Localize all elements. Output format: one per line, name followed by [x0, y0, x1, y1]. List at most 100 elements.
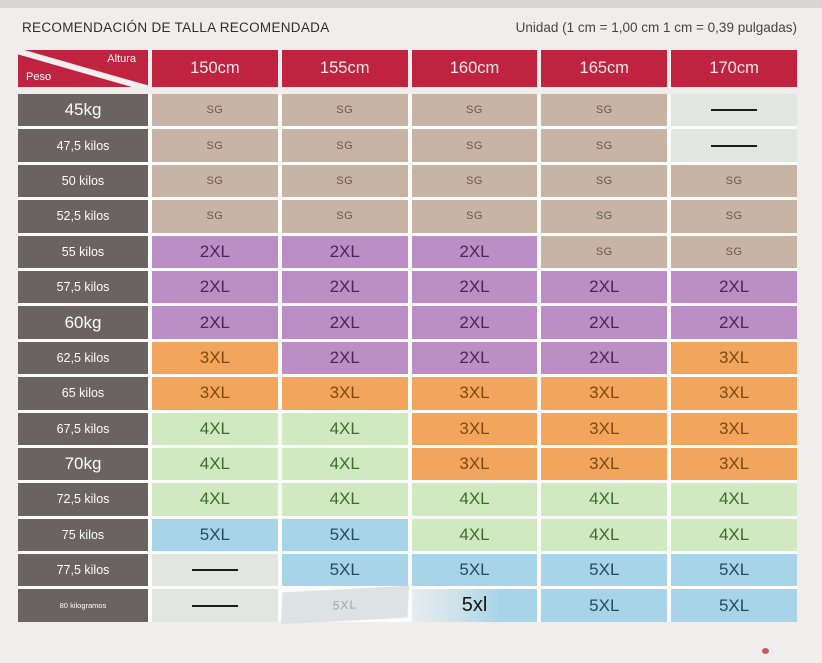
size-cell: 2XL — [541, 270, 668, 304]
row-header: 57,5 kilos — [18, 270, 148, 304]
size-cell: SG — [152, 164, 278, 198]
size-cell: 2XL — [152, 270, 278, 304]
size-cell: SG — [281, 94, 408, 127]
size-cell: 4XL — [411, 518, 538, 552]
size-cell: 4XL — [281, 483, 408, 516]
size-cell: 5XL — [411, 554, 538, 587]
size-cell: 5XL — [671, 554, 797, 587]
title-bar: RECOMENDACIÓN DE TALLA RECOMENDADA Unida… — [22, 20, 797, 35]
size-cell: 2XL — [281, 270, 408, 304]
size-cell: SG — [541, 200, 668, 233]
size-recommendation-table: Altura Peso 150cm 155cm 160cm 165cm 170cm 45… — [18, 50, 797, 626]
size-cell: 3XL — [671, 412, 797, 445]
size-cell: 4XL — [152, 483, 278, 516]
size-cell: 3XL — [411, 412, 538, 445]
page-title: RECOMENDACIÓN DE TALLA RECOMENDADA — [22, 20, 330, 35]
size-cell: SG — [152, 94, 278, 127]
empty-cell — [671, 129, 797, 162]
size-cell: 4XL — [152, 412, 278, 445]
size-cell: 2XL — [152, 306, 278, 339]
row-header: 47,5 kilos — [18, 129, 148, 162]
size-cell: 2XL — [152, 235, 278, 268]
size-cell: 5XL — [280, 586, 409, 626]
row-header: 50 kilos — [18, 164, 148, 198]
size-cell: SG — [541, 94, 668, 127]
size-cell: SG — [281, 164, 408, 198]
size-cell: 3XL — [541, 447, 668, 481]
row-header: 60kg — [18, 306, 148, 339]
size-cell: 5XL — [671, 589, 797, 622]
row-header: 65 kilos — [18, 377, 148, 410]
size-cell: 3XL — [541, 377, 668, 410]
size-cell: 3XL — [152, 341, 278, 375]
size-cell: SG — [411, 129, 538, 162]
size-cell: 3XL — [152, 377, 278, 410]
size-cell: SG — [671, 200, 797, 233]
size-cell: 5XL — [541, 554, 668, 587]
size-cell: 4XL — [281, 447, 408, 481]
corner-label-altura: Altura — [107, 53, 136, 65]
size-cell: 3XL — [411, 377, 538, 410]
size-cell: 4XL — [411, 483, 538, 516]
size-cell: 5xl — [411, 589, 538, 622]
dash-icon — [711, 109, 758, 112]
size-cell: SG — [281, 129, 408, 162]
empty-cell — [152, 589, 278, 622]
column-header-155cm: 155cm — [281, 50, 408, 87]
size-cell: SG — [152, 200, 278, 233]
size-cell: 2XL — [411, 235, 538, 268]
size-cell: SG — [411, 200, 538, 233]
size-cell: 2XL — [281, 235, 408, 268]
size-cell: 3XL — [541, 412, 668, 445]
size-cell: 3XL — [411, 447, 538, 481]
corner-cell: Altura Peso — [18, 50, 148, 87]
size-cell: 2XL — [281, 341, 408, 375]
size-cell: 3XL — [671, 341, 797, 375]
size-cell: 5XL — [152, 518, 278, 552]
size-cell: 2XL — [671, 306, 797, 339]
column-header-150cm: 150cm — [152, 50, 278, 87]
size-cell: SG — [541, 235, 668, 268]
size-cell: SG — [671, 235, 797, 268]
size-cell: 4XL — [152, 447, 278, 481]
row-header: 75 kilos — [18, 518, 148, 552]
size-cell: 5XL — [281, 554, 408, 587]
unit-note: Unidad (1 cm = 1,00 cm 1 cm = 0,39 pulga… — [515, 20, 797, 35]
row-header: 72,5 kilos — [18, 483, 148, 516]
size-cell: SG — [152, 129, 278, 162]
table-header-row: Altura Peso 150cm 155cm 160cm 165cm 170cm — [18, 50, 797, 87]
row-header: 67,5 kilos — [18, 412, 148, 445]
dash-icon — [191, 604, 238, 607]
top-strip — [0, 0, 822, 8]
size-cell: 4XL — [671, 518, 797, 552]
column-header-170cm: 170cm — [671, 50, 797, 87]
size-cell: SG — [281, 200, 408, 233]
size-cell: 2XL — [671, 270, 797, 304]
size-cell: SG — [411, 164, 538, 198]
size-cell: 2XL — [281, 306, 408, 339]
row-header: 77,5 kilos — [18, 554, 148, 587]
size-cell: SG — [671, 164, 797, 198]
column-header-160cm: 160cm — [411, 50, 538, 87]
size-cell: 4XL — [541, 518, 668, 552]
size-cell: 2XL — [411, 306, 538, 339]
empty-cell — [671, 94, 797, 127]
size-cell: SG — [541, 164, 668, 198]
size-cell: 3XL — [671, 447, 797, 481]
size-cell: 4XL — [541, 483, 668, 516]
row-header: 80 kilogramos — [18, 589, 148, 622]
row-header: 70kg — [18, 447, 148, 481]
size-cell: 2XL — [411, 341, 538, 375]
row-header: 45kg — [18, 94, 148, 127]
dash-icon — [711, 144, 758, 147]
dash-icon — [191, 569, 238, 572]
table-body: 45kg SG SG SG SG 47,5 kilos SG SG SG SG 50 kilos SG… — [18, 94, 797, 626]
size-cell: SG — [411, 94, 538, 127]
size-cell: 2XL — [541, 306, 668, 339]
size-cell: 4XL — [281, 412, 408, 445]
empty-cell — [152, 554, 278, 587]
size-cell: 2XL — [541, 341, 668, 375]
row-header: 52,5 kilos — [18, 200, 148, 233]
size-cell: 5XL — [281, 518, 408, 552]
size-cell: 2XL — [411, 270, 538, 304]
